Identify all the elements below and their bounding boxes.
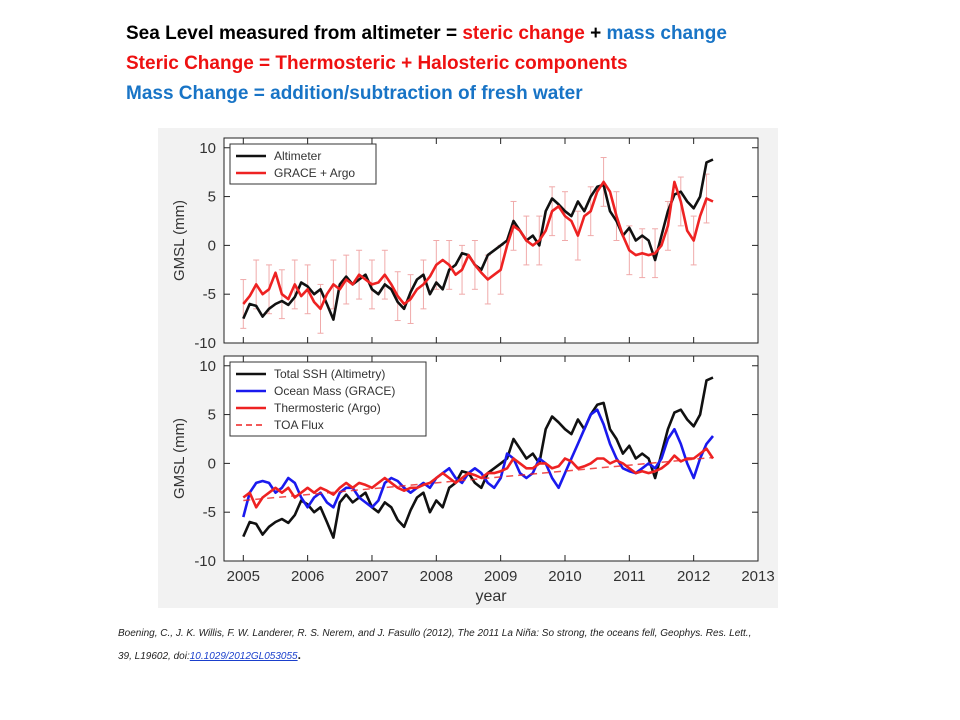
y-axis-label: GMSL (mm) [171,200,188,281]
gmsl-figure-svg: -10 -5 0 5 10 GMSL (mm) Altimeter GRACE + Argo -… [158,128,778,608]
legend-label: GRACE + Argo [274,166,355,180]
x-tick-label: 2008 [420,568,453,585]
headline-sea-level: Sea Level measured from altimeter = ster… [126,22,727,46]
legend-label: Thermosteric (Argo) [274,401,381,415]
y-tick-label: -10 [194,553,216,570]
legend-label: Total SSH (Altimetry) [274,367,385,381]
headline-mass-definition: Mass Change = addition/subtraction of fr… [126,83,583,104]
gmsl-figure: -10 -5 0 5 10 GMSL (mm) Altimeter GRACE + Argo -… [158,128,778,608]
citation-doi-link[interactable]: 10.1029/2012GL053055 [189,651,298,662]
headline-steric-change: steric change [462,23,585,44]
legend-label: Ocean Mass (GRACE) [274,384,395,398]
series-line-grace-argo [242,180,714,311]
y-tick-label: -10 [194,335,216,352]
y-axis-label: GMSL (mm) [171,418,188,499]
y-tick-label: -5 [203,286,216,303]
y-tick-label: 10 [199,358,216,375]
legend-box [229,143,377,185]
headline-plus: + [584,23,607,44]
x-tick-label: 2013 [741,568,774,585]
x-tick-label: 2007 [355,568,388,585]
y-tick-label: 0 [208,455,216,472]
y-tick-label: -5 [203,504,216,521]
x-tick-label: 2012 [677,568,710,585]
citation-prefix: 39, L19602, doi: [118,651,190,662]
y-tick-label: 0 [208,237,216,254]
y-tick-label: 10 [199,140,216,157]
x-tick-label: 2006 [291,568,324,585]
headline-sea-level-part1: Sea Level measured from altimeter = [126,23,463,44]
x-axis-label: year [475,588,507,605]
series-line-thermosteric-argo- [242,447,715,509]
x-tick-label: 2011 [613,568,645,585]
series-line-toa-flux [243,456,714,502]
headline-mass-change: mass change [606,23,727,44]
y-tick-label: 5 [208,407,216,424]
series-line-total-ssh-altimetry- [242,376,714,539]
citation-suffix: . [297,648,301,662]
legend-label: Altimeter [274,149,321,163]
citation-line-2: 39, L19602, doi:10.1029/2012GL053055. [118,648,301,662]
x-tick-label: 2009 [484,568,517,585]
legend-label: TOA Flux [274,418,324,432]
y-tick-label: 5 [208,189,216,206]
x-tick-label: 2010 [548,568,581,585]
x-tick-label: 2005 [227,568,260,585]
citation-line-1: Boening, C., J. K. Willis, F. W. Landere… [118,628,752,639]
headline-steric-definition: Steric Change = Thermosteric + Halosteri… [126,53,628,74]
